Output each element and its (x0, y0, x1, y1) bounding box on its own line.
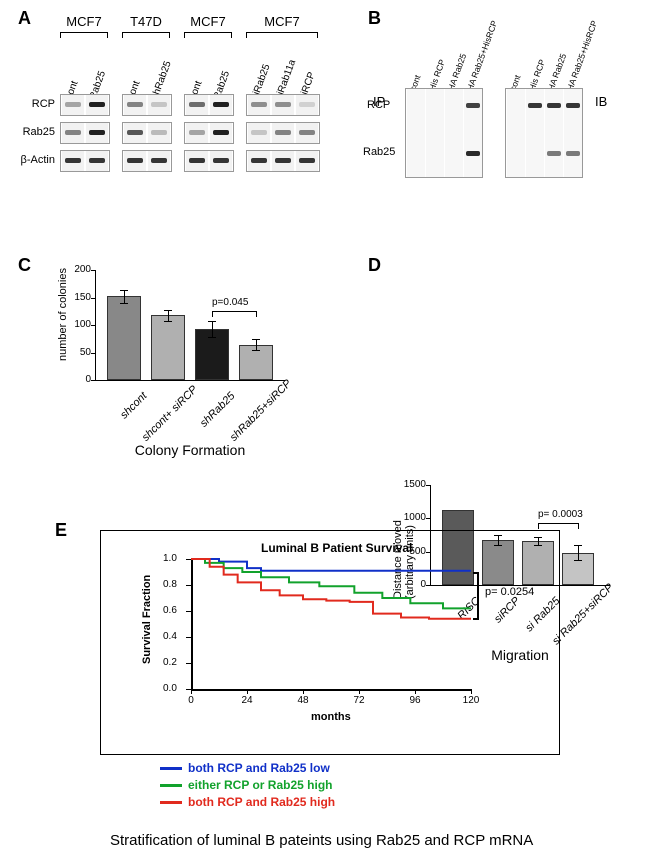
panel-b-label: B (368, 8, 381, 29)
panel-a-label: A (18, 8, 31, 29)
panel-e: Luminal B Patient Survival0244872961200.… (100, 530, 560, 810)
panel-c-chart: 050100150200number of coloniesshcontshco… (40, 260, 330, 460)
panel-a: MCF7T47DMCF7MCF7contRab25contshRab25cont… (60, 14, 360, 178)
panel-d-label: D (368, 255, 381, 276)
panel-e-caption: Stratification of luminal B pateints usi… (110, 832, 533, 849)
panel-c-label: C (18, 255, 31, 276)
panel-e-label: E (55, 520, 67, 541)
